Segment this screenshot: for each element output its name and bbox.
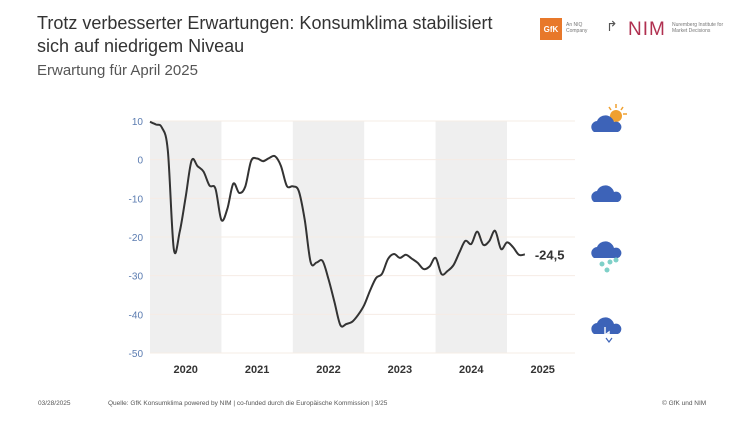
x-tick-label: 2022	[316, 364, 340, 376]
x-tick-label: 2021	[245, 364, 269, 376]
page-title: Trotz verbesserter Erwartungen: Konsumkl…	[37, 13, 493, 56]
nim-arrow-icon: ↱	[606, 18, 618, 34]
last-value-label: -24,5	[535, 247, 565, 262]
y-tick-label: 10	[132, 117, 144, 128]
gfk-logo-subtitle: An NIQ Company	[566, 22, 588, 34]
nim-logo-subtitle: Nuremberg Institute for Market Decisions	[672, 22, 724, 34]
cloud-icon	[590, 176, 630, 211]
x-tick-label: 2020	[173, 364, 197, 376]
page-subtitle: Erwartung für April 2025	[37, 62, 198, 79]
footer-source: Quelle: GfK Konsumklima powered by NIM |…	[108, 400, 388, 407]
series-line	[149, 120, 526, 328]
y-tick-label: -10	[129, 194, 144, 205]
x-tick-label: 2023	[388, 364, 412, 376]
y-tick-label: -50	[129, 349, 144, 360]
nim-logo: NIM	[628, 19, 666, 40]
storm-cloud-icon	[590, 312, 630, 353]
rain-cloud-icon	[590, 236, 630, 281]
y-tick-label: 0	[137, 156, 143, 167]
gfk-logo: GfK	[540, 18, 562, 40]
y-tick-label: -30	[129, 272, 144, 283]
x-tick-label: 2025	[530, 364, 554, 376]
footer-date: 03/28/2025	[38, 400, 71, 407]
y-tick-label: -40	[129, 310, 144, 321]
logos: GfK An NIQ Company ↱ NIM Nuremberg Insti…	[540, 16, 740, 46]
y-tick-label: -20	[129, 233, 144, 244]
footer-copyright: © GfK und NIM	[662, 400, 707, 407]
x-tick-label: 2024	[459, 364, 484, 376]
sun-cloud-icon	[590, 102, 630, 143]
